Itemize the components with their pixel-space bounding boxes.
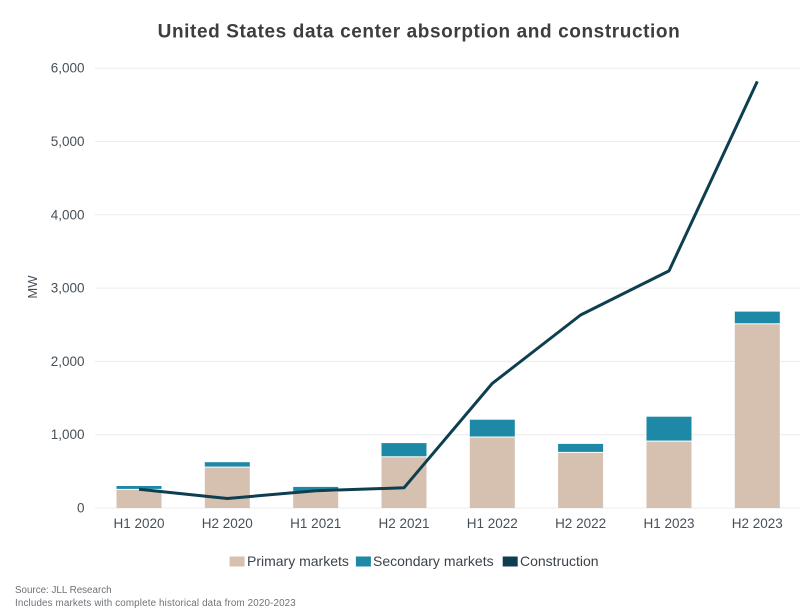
svg-text:2,000: 2,000 [51,354,85,369]
svg-text:Includes markets with complete: Includes markets with complete historica… [15,598,296,609]
svg-text:3,000: 3,000 [51,281,85,296]
svg-text:H1 2022: H1 2022 [467,516,518,531]
svg-text:H2 2023: H2 2023 [732,516,783,531]
svg-text:4,000: 4,000 [51,207,85,222]
svg-text:H1 2023: H1 2023 [643,516,694,531]
svg-text:H1 2020: H1 2020 [113,516,164,531]
svg-text:5,000: 5,000 [51,134,85,149]
svg-text:H2 2021: H2 2021 [378,516,429,531]
svg-text:Secondary markets: Secondary markets [373,553,494,569]
svg-text:Source: JLL Research: Source: JLL Research [15,585,112,596]
svg-text:MW: MW [25,275,40,299]
svg-text:0: 0 [77,501,85,516]
svg-text:Construction: Construction [520,553,599,569]
svg-text:H2 2020: H2 2020 [202,516,253,531]
svg-text:H1 2021: H1 2021 [290,516,341,531]
svg-text:United States data center abso: United States data center absorption and… [158,22,681,43]
svg-text:Primary markets: Primary markets [247,553,349,569]
svg-text:H2 2022: H2 2022 [555,516,606,531]
svg-text:1,000: 1,000 [51,427,85,442]
svg-text:6,000: 6,000 [51,61,85,76]
